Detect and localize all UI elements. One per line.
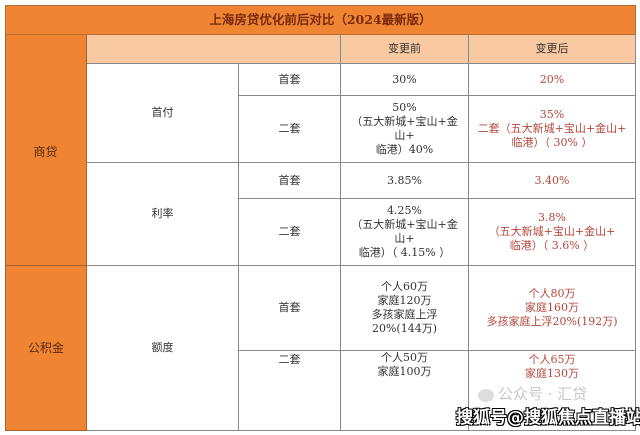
cell-after: 3.8% （五大新城+宝山+金山+ 临港）（ 3.6% ） xyxy=(467,198,637,266)
cell-before: 个人60万 家庭120万 多孩家庭上浮 20%(144万) xyxy=(340,265,469,351)
cell-line: 临港）（ 4.15% ） xyxy=(358,246,451,259)
cell-after: 3.40% xyxy=(467,162,637,199)
sub-first: 首套 xyxy=(238,162,341,199)
wechat-watermark-text: 公众号 · 汇贷 xyxy=(498,385,588,403)
header-blank xyxy=(86,34,341,64)
cell-line: 家庭120万 xyxy=(377,294,432,307)
comparison-table: 上海房贷优化前后对比（2024最新版） 变更前 变更后 首付 首套 30% 20… xyxy=(4,5,637,431)
cell-line: （五大新城+宝山+金 xyxy=(351,218,458,231)
cell-line: 临港）（ 3.6% ） xyxy=(509,239,595,252)
cell-line: 4.25% xyxy=(387,204,422,217)
cell-before: 3.85% xyxy=(340,162,469,199)
cell-line: 多孩家庭上浮 xyxy=(371,308,438,321)
cell-line: 多孩家庭上浮20%(192万) xyxy=(486,315,618,328)
cell-line: 20% xyxy=(539,72,565,86)
cell-after: 个人65万 家庭130万 xyxy=(467,350,637,431)
group-quota: 额度 xyxy=(86,265,239,431)
sub-second: 二套 xyxy=(238,350,341,431)
cell-line: 20%(144万) xyxy=(371,322,438,335)
cell-line: 3.8% xyxy=(538,211,566,224)
sub-second: 二套 xyxy=(238,95,341,163)
sub-first: 首套 xyxy=(238,63,341,96)
cell-after: 个人80万 家庭160万 多孩家庭上浮20%(192万) xyxy=(467,265,637,351)
cell-line: 二套（五大新城+宝山+金山+ xyxy=(477,122,627,135)
cell-line: 临港）（ 30% ） xyxy=(511,136,593,149)
sub-second: 二套 xyxy=(238,198,341,266)
cell-line: 山+ xyxy=(394,129,415,142)
sub-first: 首套 xyxy=(238,265,341,351)
cell-line: 50% xyxy=(392,101,417,114)
cell-before: 4.25% （五大新城+宝山+金 山+ 临港）（ 4.15% ） xyxy=(340,198,469,266)
cell-line: 个人50万 xyxy=(381,351,428,364)
category-spacer xyxy=(5,34,87,266)
group-down-payment: 首付 xyxy=(86,63,239,163)
cell-line: 家庭160万 xyxy=(525,301,580,314)
cell-line: （五大新城+宝山+金山+ xyxy=(488,225,616,238)
cell-line: 3.40% xyxy=(534,173,570,187)
cell-line: 临港）40% xyxy=(375,143,434,156)
category-commercial: 商贷 xyxy=(33,145,58,159)
cell-line: 35% xyxy=(539,108,565,121)
header-after: 变更后 xyxy=(467,34,637,64)
wechat-icon xyxy=(478,388,494,402)
cell-before: 50% （五大新城+宝山+金 山+ 临港）40% xyxy=(340,95,469,163)
cell-before: 30% xyxy=(340,63,469,96)
cell-after: 20% xyxy=(467,63,637,96)
cell-line: 家庭100万 xyxy=(377,365,432,378)
table-title: 上海房贷优化前后对比（2024最新版） xyxy=(4,5,637,35)
cell-line: （五大新城+宝山+金 xyxy=(351,115,458,128)
cell-line: 3.85% xyxy=(387,173,422,187)
sohu-watermark: 搜狐号@搜狐焦点直播站 xyxy=(456,408,640,428)
cell-line: 个人60万 xyxy=(381,280,428,293)
comparison-table-container: 上海房贷优化前后对比（2024最新版） 变更前 变更后 首付 首套 30% 20… xyxy=(4,5,637,431)
cell-line: 家庭130万 xyxy=(525,367,580,380)
cell-line: 个人80万 xyxy=(528,287,576,300)
wechat-watermark: 公众号 · 汇贷 xyxy=(478,385,587,403)
group-rate: 利率 xyxy=(86,162,239,266)
header-before: 变更前 xyxy=(340,34,469,64)
cell-line: 30% xyxy=(392,72,417,86)
cell-after: 35% 二套（五大新城+宝山+金山+ 临港）（ 30% ） xyxy=(467,95,637,163)
cell-line: 个人65万 xyxy=(528,353,576,366)
category-fund: 公积金 xyxy=(5,265,87,431)
cell-before: 个人50万 家庭100万 xyxy=(340,350,469,431)
cell-line: 山+ xyxy=(394,232,415,245)
